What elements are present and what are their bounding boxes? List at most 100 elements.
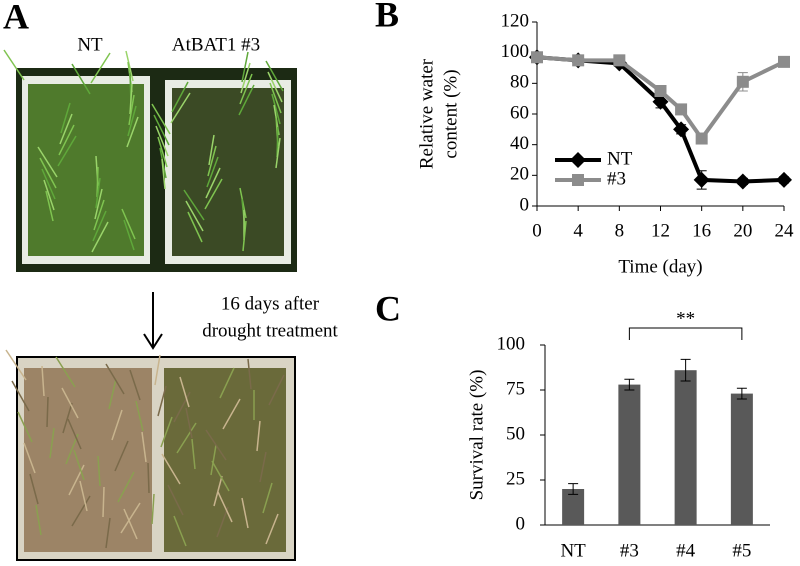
- blade: [247, 358, 252, 390]
- blade: [241, 497, 249, 529]
- panel-label: C: [375, 288, 401, 328]
- blade: [265, 60, 284, 92]
- blade: [259, 451, 267, 483]
- marker: [572, 54, 585, 67]
- marker: [673, 121, 690, 138]
- blade: [147, 462, 150, 494]
- blade: [39, 157, 57, 189]
- blade: [93, 199, 105, 231]
- photo-label: AtBAT1 #3: [172, 34, 260, 55]
- blade: [96, 166, 99, 198]
- blade: [179, 376, 190, 408]
- blade: [94, 188, 103, 220]
- blade: [73, 449, 85, 481]
- x-tick-label: NT: [560, 540, 586, 561]
- blade: [17, 411, 33, 443]
- marker: [778, 55, 790, 68]
- blade: [129, 369, 141, 401]
- bar: [618, 384, 641, 525]
- blade: [157, 136, 168, 168]
- y-tick-label: 0: [520, 194, 530, 215]
- y-axis-label: Survival rate (%): [466, 370, 487, 501]
- blade: [160, 416, 173, 448]
- blade: [60, 102, 71, 134]
- legend-label: #3: [607, 168, 626, 189]
- blade: [173, 515, 187, 547]
- grass-blades: [5, 349, 285, 549]
- significance-label: **: [676, 308, 695, 329]
- blade: [41, 168, 56, 200]
- blade: [185, 407, 193, 439]
- marker: [736, 75, 749, 88]
- bar: [562, 489, 585, 525]
- blade: [161, 158, 166, 190]
- blade: [242, 220, 247, 252]
- y-tick-label: 75: [506, 378, 525, 399]
- marker: [531, 51, 543, 64]
- x-tick-label: 12: [651, 220, 670, 241]
- blade: [67, 418, 82, 450]
- blade: [108, 378, 117, 410]
- x-tick-label: 8: [615, 220, 625, 241]
- marker: [695, 132, 708, 145]
- blade: [191, 438, 196, 470]
- grass-blades: [3, 49, 284, 253]
- blade: [58, 124, 75, 156]
- x-tick-label: #4: [676, 540, 696, 561]
- error-bar: [680, 358, 691, 382]
- y-tick-label: 120: [501, 10, 530, 31]
- blade: [210, 444, 217, 476]
- marker: [570, 152, 586, 168]
- arrow-head: [143, 333, 163, 350]
- blade: [71, 63, 91, 95]
- blade: [105, 363, 125, 395]
- blade: [154, 354, 161, 386]
- blade: [114, 440, 129, 472]
- blade: [239, 73, 253, 105]
- photo-label: NT: [77, 34, 103, 55]
- blade: [262, 482, 273, 514]
- blade: [135, 400, 144, 432]
- marker: [693, 171, 710, 188]
- blade: [185, 200, 204, 232]
- blade: [151, 103, 171, 135]
- blade: [208, 134, 215, 166]
- blade: [173, 391, 191, 423]
- blade: [23, 442, 36, 474]
- blade: [11, 380, 30, 412]
- blade: [123, 508, 138, 540]
- blade: [120, 502, 141, 534]
- blade: [55, 356, 76, 388]
- blade: [183, 189, 205, 221]
- blade: [275, 137, 281, 169]
- marker: [572, 174, 584, 186]
- blade: [123, 219, 135, 251]
- blade: [240, 62, 251, 94]
- blade: [35, 504, 42, 536]
- marker: [776, 171, 792, 188]
- blade: [204, 178, 223, 210]
- blade: [238, 84, 255, 116]
- marker: [675, 103, 688, 116]
- blade: [176, 422, 197, 454]
- marker: [654, 85, 667, 97]
- blade: [276, 126, 279, 158]
- blade: [29, 473, 39, 505]
- blade: [153, 114, 170, 146]
- blade: [97, 455, 101, 487]
- line: [536, 55, 785, 142]
- bar: [674, 370, 697, 525]
- blade: [206, 156, 219, 188]
- blade: [207, 145, 217, 177]
- blade: [68, 464, 85, 496]
- blade: [271, 93, 281, 125]
- legend-label: NT: [607, 148, 633, 169]
- y-tick-label: 50: [506, 423, 525, 444]
- blade: [171, 81, 189, 113]
- blade: [269, 82, 282, 114]
- blade: [219, 367, 235, 399]
- blade: [205, 167, 221, 199]
- y-tick-label: 0: [516, 513, 526, 534]
- caption: 16 days after: [221, 293, 320, 314]
- blade: [241, 51, 249, 83]
